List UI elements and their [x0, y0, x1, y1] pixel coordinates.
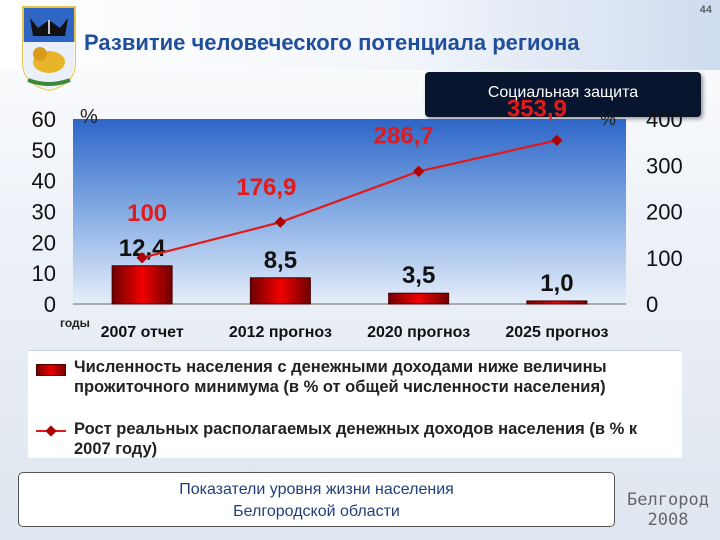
belgorod-coat-of-arms-icon	[20, 4, 78, 92]
legend: Численность населения с денежными дохода…	[28, 350, 682, 458]
category-label: 2007 отчет	[101, 324, 184, 341]
bars	[111, 265, 588, 305]
page-number: 44	[699, 4, 712, 16]
category-label: 2012 прогноз	[229, 324, 332, 341]
line-markers	[136, 134, 563, 264]
left-axis-tick: 20	[32, 230, 56, 255]
left-axis-tick: 30	[32, 200, 56, 225]
line-marker	[551, 134, 563, 146]
right-axis-ticks: 0 100 200 300 400	[646, 107, 683, 317]
category-label: 2025 прогноз	[505, 324, 608, 341]
footer-line-2: Белгородской области	[233, 503, 400, 520]
bar-value-label: 1,0	[540, 270, 573, 297]
right-axis-tick: 0	[646, 292, 658, 317]
footer-caption: Показатели уровня жизни населения Белгор…	[18, 472, 615, 527]
left-axis-tick: 10	[32, 261, 56, 286]
left-axis-tick: 50	[32, 138, 56, 163]
page-title: Развитие человеческого потенциала регион…	[84, 30, 580, 55]
legend-bar-swatch	[36, 364, 66, 376]
line-value-label: 100	[127, 200, 167, 227]
right-axis-tick: 200	[646, 200, 683, 225]
right-axis-tick: 300	[646, 153, 683, 178]
bar	[111, 265, 173, 305]
right-axis-tick: 400	[646, 107, 683, 132]
belgorod-2008-logo: Белгород 2008	[620, 490, 716, 530]
line-value-labels: 100 176,9 286,7 353,9	[127, 95, 567, 226]
category-label: 2020 прогноз	[367, 324, 470, 341]
header-band	[0, 0, 720, 70]
bar	[388, 292, 450, 305]
left-axis-tick: 60	[32, 107, 56, 132]
left-axis-tick: 40	[32, 169, 56, 194]
x-axis-unit: годы	[60, 316, 90, 330]
bar-value-label: 8,5	[264, 247, 297, 274]
line-value-label: 286,7	[374, 122, 434, 149]
right-axis-unit: %	[600, 109, 616, 129]
line-marker	[136, 252, 148, 264]
logo-line-2: 2008	[647, 510, 689, 530]
line-value-label: 353,9	[507, 95, 567, 122]
legend-line-label: Рост реальных располагаемых денежных дох…	[74, 420, 638, 458]
left-axis-ticks: 0 10 20 30 40 50 60	[32, 107, 56, 317]
category-labels: 2007 отчет 2012 прогноз 2020 прогноз 2025 п…	[101, 324, 609, 341]
section-label: Социальная защита	[425, 72, 701, 117]
right-axis-tick: 100	[646, 246, 683, 271]
logo-line-1: Белгород	[627, 490, 709, 510]
line-marker	[274, 216, 287, 228]
legend-bar-label: Численность населения с денежными дохода…	[74, 358, 607, 396]
bar	[249, 277, 311, 305]
line-value-label: 176,9	[236, 174, 296, 201]
bar-value-label: 3,5	[402, 262, 435, 289]
legend-line-swatch	[36, 424, 66, 437]
legend-item-line: Рост реальных располагаемых денежных дох…	[36, 419, 676, 459]
left-axis-tick: 0	[44, 292, 56, 317]
growth-line	[141, 139, 558, 259]
legend-item-bars: Численность населения с денежными дохода…	[36, 357, 676, 397]
footer-line-1: Показатели уровня жизни населения	[179, 481, 454, 498]
bar	[526, 300, 588, 305]
left-axis-unit: %	[80, 106, 98, 128]
line-marker	[412, 165, 425, 178]
